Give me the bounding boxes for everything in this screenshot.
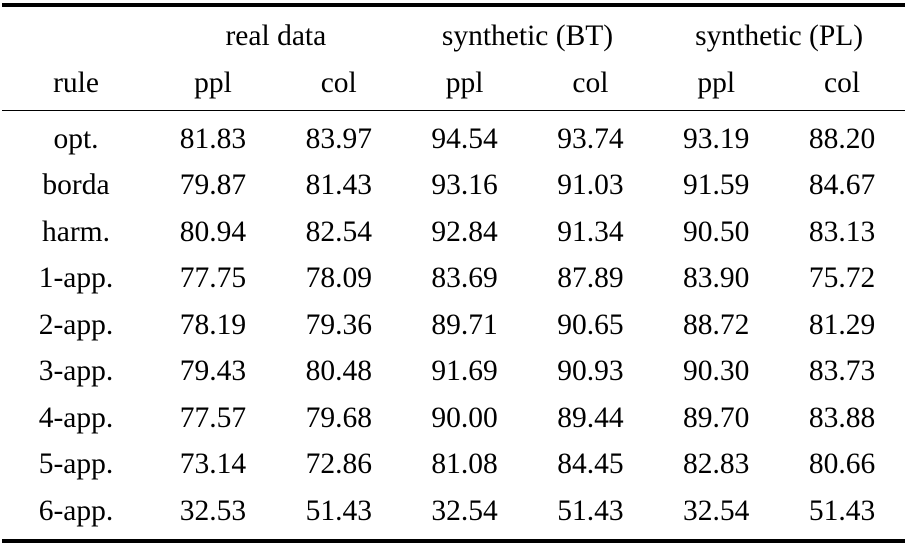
row-label: 5-app. [38, 448, 114, 480]
row-label: opt. [53, 122, 99, 155]
cell-bt-ppl: 89.71 [431, 308, 498, 341]
row-label: borda [42, 169, 110, 201]
table-row: 4-app. 77.57 79.68 90.00 89.44 89.70 83.… [2, 395, 905, 442]
cell-pl-col: 84.67 [808, 169, 876, 201]
column-header-pl-ppl: ppl [653, 61, 780, 111]
cell-bt-ppl: 94.54 [431, 122, 498, 155]
cell-pl-col: 81.29 [808, 308, 876, 341]
cell-bt-ppl: 83.69 [431, 262, 498, 294]
row-label: harm. [42, 215, 111, 248]
cell-bt-col: 90.65 [557, 308, 624, 341]
cell-bt-ppl: 91.69 [431, 355, 498, 387]
cell-pl-col: 88.20 [808, 122, 876, 155]
cell-real-col: 79.68 [305, 401, 372, 434]
column-header-bt-ppl: ppl [401, 61, 528, 111]
cell-pl-col: 80.66 [808, 448, 876, 480]
column-header-real-ppl: ppl [150, 61, 276, 111]
cell-pl-ppl: 93.19 [683, 122, 750, 155]
table-row: harm. 80.94 82.54 92.84 91.34 90.50 83.1… [2, 209, 905, 256]
cell-real-ppl: 79.43 [179, 355, 247, 387]
column-header-row: rule ppl col ppl col ppl col [2, 61, 905, 111]
group-header-spacer [2, 3, 151, 61]
cell-pl-col: 83.73 [808, 355, 876, 387]
column-header-rule: rule [2, 61, 151, 111]
cell-pl-ppl: 90.30 [683, 355, 750, 387]
cell-real-col: 82.54 [305, 215, 372, 248]
table-row: 5-app. 73.14 72.86 81.08 84.45 82.83 80.… [2, 442, 905, 489]
cell-real-ppl: 81.83 [179, 122, 247, 155]
cell-pl-col: 83.13 [808, 215, 876, 248]
group-header-synthetic-pl: synthetic (PL) [653, 3, 905, 61]
cell-bt-col: 91.03 [557, 169, 624, 201]
cell-bt-ppl: 92.84 [431, 215, 498, 248]
cell-real-ppl: 80.94 [179, 215, 247, 248]
cell-bt-col: 93.74 [557, 122, 624, 155]
table-body: opt. 81.83 83.97 94.54 93.74 93.19 88.20… [2, 111, 905, 543]
cell-real-ppl: 77.57 [179, 401, 247, 434]
cell-pl-ppl: 83.90 [683, 262, 750, 294]
cell-pl-ppl: 89.70 [683, 401, 750, 434]
table-row: 2-app. 78.19 79.36 89.71 90.65 88.72 81.… [2, 302, 905, 349]
cell-pl-ppl: 91.59 [683, 169, 750, 201]
group-header-synthetic-bt: synthetic (BT) [401, 3, 654, 61]
table-head: real data synthetic (BT) synthetic (PL) … [2, 3, 905, 111]
table-row: borda 79.87 81.43 93.16 91.03 91.59 84.6… [2, 163, 905, 210]
cell-pl-col: 83.88 [808, 401, 876, 434]
results-table: real data synthetic (BT) synthetic (PL) … [2, 3, 905, 543]
cell-real-ppl: 73.14 [179, 448, 247, 480]
table-row: 3-app. 79.43 80.48 91.69 90.93 90.30 83.… [2, 349, 905, 396]
table-row: 1-app. 77.75 78.09 83.69 87.89 83.90 75.… [2, 256, 905, 303]
cell-pl-col: 75.72 [808, 262, 876, 294]
cell-real-ppl: 77.75 [179, 262, 247, 294]
cell-bt-ppl: 93.16 [431, 169, 498, 201]
row-label: 4-app. [38, 401, 114, 434]
cell-bt-col: 91.34 [557, 215, 624, 248]
cell-pl-ppl: 90.50 [683, 215, 750, 248]
cell-bt-col: 90.93 [557, 355, 624, 387]
cell-real-ppl: 78.19 [179, 308, 247, 341]
cell-bt-ppl: 81.08 [431, 448, 498, 480]
row-label: 2-app. [38, 308, 114, 341]
column-header-real-col: col [275, 61, 402, 111]
group-header-real-data: real data [150, 3, 402, 61]
cell-real-col: 79.36 [305, 308, 372, 341]
cell-bt-ppl: 90.00 [431, 401, 498, 434]
cell-real-col: 83.97 [305, 122, 372, 155]
cell-real-col: 78.09 [305, 262, 372, 294]
row-label: 1-app. [38, 262, 114, 294]
cell-pl-ppl: 82.83 [683, 448, 750, 480]
cell-bt-col: 87.89 [557, 262, 624, 294]
group-header-row: real data synthetic (BT) synthetic (PL) [2, 3, 905, 61]
cell-real-col: 80.48 [305, 355, 372, 387]
column-header-pl-col: col [779, 61, 905, 111]
cell-real-col: 72.86 [305, 448, 372, 480]
cell-real-ppl: 79.87 [179, 169, 247, 201]
cell-bt-col: 84.45 [557, 448, 624, 480]
table-row: opt. 81.83 83.97 94.54 93.74 93.19 88.20 [2, 111, 905, 163]
row-label: 3-app. [38, 355, 114, 387]
cell-pl-ppl: 88.72 [683, 308, 750, 341]
cell-real-col: 81.43 [305, 169, 372, 201]
column-header-bt-col: col [527, 61, 654, 111]
cell-bt-col: 89.44 [557, 401, 624, 434]
